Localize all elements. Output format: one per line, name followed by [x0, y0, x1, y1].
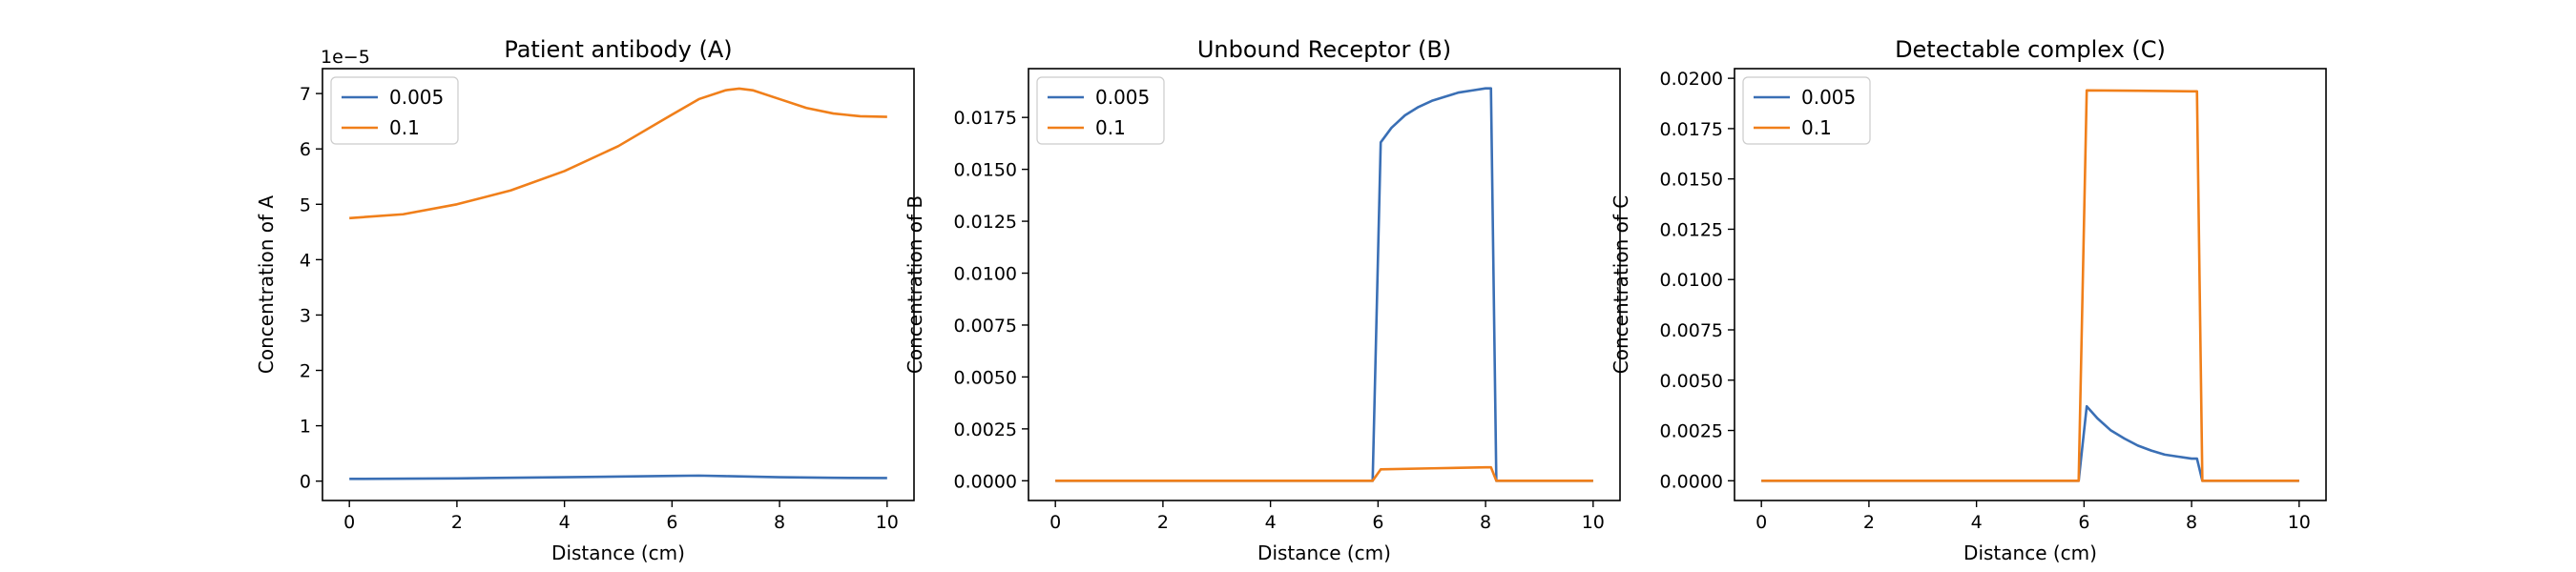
legend-label: 0.005 — [389, 86, 444, 109]
x-tick-label: 2 — [1157, 512, 1169, 533]
y-tick-label: 0.0100 — [954, 264, 1017, 285]
y-tick-label: 0.0075 — [1660, 320, 1723, 341]
y-axis-label: Concentration of A — [255, 195, 278, 374]
y-tick-label: 4 — [300, 250, 311, 271]
chart-title: Detectable complex (C) — [1895, 36, 2166, 63]
y-tick-label: 0.0175 — [1660, 119, 1723, 140]
y-tick-label: 0.0200 — [1660, 69, 1723, 90]
x-tick-label: 0 — [1755, 512, 1767, 533]
series-line-0-1 — [1761, 89, 2299, 482]
y-tick-label: 0.0150 — [954, 160, 1017, 181]
chart-panel-3: 0 2 4 6 8 10 0.0000 0.0025 0.0050 0.0075 0.0100 0.0… — [1610, 36, 2327, 564]
legend-label: 0.005 — [1095, 86, 1150, 109]
legend: 0.005 0.1 — [1742, 76, 1871, 145]
legend-label: 0.1 — [389, 116, 420, 139]
x-tick-label: 6 — [2078, 512, 2089, 533]
x-tick-label: 2 — [1863, 512, 1875, 533]
series-line-0-005 — [1761, 404, 2299, 482]
x-tick-label: 4 — [559, 512, 571, 533]
y-tick-label: 0.0125 — [954, 212, 1017, 233]
y-tick-label: 0 — [300, 472, 311, 493]
chart-panel-2: 0 2 4 6 8 10 0.0000 0.0025 0.0050 0.0075 0.0100 0.0… — [904, 36, 1621, 564]
y-tick-label: 3 — [300, 305, 311, 326]
y-tick-label: 7 — [300, 84, 311, 105]
x-tick-label: 8 — [774, 512, 785, 533]
x-tick-label: 10 — [2288, 512, 2311, 533]
y-tick-label: 1 — [300, 417, 311, 438]
series-line-0-1 — [1055, 465, 1593, 482]
legend-label: 0.005 — [1801, 86, 1856, 109]
chart-panel-1: 0 2 4 6 8 10 0 1 2 3 4 5 6 7 Patient antibody (A) Dista… — [255, 36, 915, 564]
x-axis-label: Distance (cm) — [1963, 541, 2097, 564]
series-line-0-005 — [1055, 87, 1593, 482]
chart-title: Unbound Receptor (B) — [1197, 36, 1451, 63]
x-tick-label: 0 — [343, 512, 355, 533]
axis-scale-label: 1e−5 — [321, 47, 370, 68]
y-tick-label: 0.0175 — [954, 108, 1017, 129]
y-tick-label: 0.0025 — [1660, 421, 1723, 442]
x-tick-label: 8 — [2186, 512, 2197, 533]
series-line-0-1 — [349, 87, 887, 220]
legend: 0.005 0.1 — [330, 76, 459, 145]
x-tick-label: 4 — [1265, 512, 1277, 533]
y-axis-label: Concentration of C — [1610, 195, 1632, 374]
legend-label: 0.1 — [1801, 116, 1832, 139]
y-tick-label: 0.0125 — [1660, 219, 1723, 240]
y-tick-label: 0.0025 — [954, 419, 1017, 440]
x-tick-label: 10 — [876, 512, 899, 533]
y-tick-label: 0.0000 — [1660, 471, 1723, 492]
x-axis-label: Distance (cm) — [551, 541, 685, 564]
legend: 0.005 0.1 — [1036, 76, 1165, 145]
y-tick-label: 0.0100 — [1660, 270, 1723, 291]
plot-frame — [322, 68, 915, 501]
series-line-0-005 — [349, 474, 887, 480]
chart-title: Patient antibody (A) — [504, 36, 732, 63]
x-tick-label: 6 — [1372, 512, 1383, 533]
y-tick-label: 6 — [300, 139, 311, 160]
y-tick-label: 5 — [300, 194, 311, 215]
x-tick-label: 6 — [666, 512, 677, 533]
plot-frame — [1734, 68, 2327, 501]
x-tick-label: 2 — [451, 512, 463, 533]
x-tick-label: 0 — [1049, 512, 1061, 533]
y-tick-label: 0.0075 — [954, 316, 1017, 337]
x-tick-label: 4 — [1971, 512, 1983, 533]
y-tick-label: 0.0150 — [1660, 170, 1723, 191]
legend-label: 0.1 — [1095, 116, 1126, 139]
x-tick-label: 8 — [1480, 512, 1491, 533]
y-tick-label: 0.0050 — [954, 367, 1017, 388]
y-axis-label: Concentration of B — [904, 195, 926, 374]
y-tick-label: 0.0000 — [954, 471, 1017, 492]
x-tick-label: 10 — [1582, 512, 1605, 533]
plot-frame — [1028, 68, 1621, 501]
y-tick-label: 2 — [300, 361, 311, 382]
x-axis-label: Distance (cm) — [1257, 541, 1391, 564]
y-tick-label: 0.0050 — [1660, 371, 1723, 392]
